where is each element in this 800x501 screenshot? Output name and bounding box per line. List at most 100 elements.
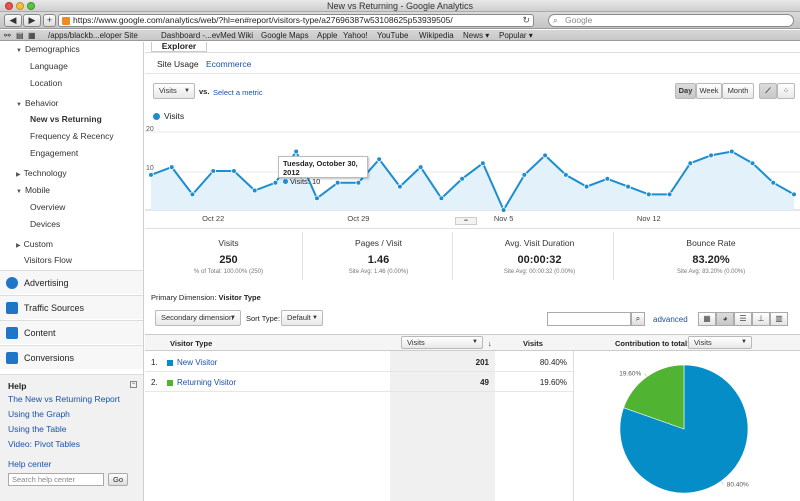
table-filter-input[interactable] <box>547 312 631 326</box>
nav-engagement[interactable]: Engagement <box>30 148 79 158</box>
table-view-icon[interactable]: ▦ <box>698 312 716 326</box>
sorted-column-shade <box>390 334 495 501</box>
search-field[interactable]: ⌕ Google <box>548 14 794 27</box>
secondary-dimension-value: Secondary dimension <box>161 313 234 322</box>
sort-arrow-icon[interactable]: ↓ <box>488 339 492 348</box>
help-link[interactable]: Using the Table <box>8 424 67 434</box>
period-week-button[interactable]: Week <box>696 83 722 99</box>
row-name[interactable]: Returning Visitor <box>177 378 236 387</box>
bookmarks-icon[interactable]: ▤ <box>16 31 24 40</box>
help-link[interactable]: Video: Pivot Tables <box>8 439 80 449</box>
nav-label: Technology <box>23 168 67 178</box>
back-button[interactable]: ◀ <box>4 14 22 27</box>
nav-demographics[interactable]: ▼ Demographics <box>16 44 80 54</box>
primary-dimension-value[interactable]: Visitor Type <box>218 293 261 302</box>
subtab-ecommerce[interactable]: Ecommerce <box>206 59 252 69</box>
nav-devices[interactable]: Devices <box>30 219 61 229</box>
nav-visitors-flow[interactable]: Visitors Flow <box>24 255 73 265</box>
visits-data-point <box>148 172 154 178</box>
section-label: Advertising <box>24 278 69 288</box>
period-day-button[interactable]: Day <box>675 83 696 99</box>
comparison-view-icon[interactable]: ⊥ <box>752 312 770 326</box>
row-name-cell[interactable]: New Visitor <box>167 353 217 372</box>
address-bar[interactable]: https://www.google.com/analytics/web/?hl… <box>58 14 534 27</box>
col-visits[interactable]: Visits <box>523 339 543 348</box>
nav-custom[interactable]: ▶ Custom <box>16 239 53 249</box>
chevron-down-icon: ▼ <box>230 315 236 321</box>
help-title: Help <box>8 381 27 391</box>
add-tab-button[interactable]: + <box>43 14 56 27</box>
top-sites-icon[interactable]: ▦ <box>28 31 36 40</box>
nav-overview[interactable]: Overview <box>30 202 66 212</box>
bookmark-item[interactable]: Google Maps <box>261 31 309 40</box>
table-row[interactable]: 1. New Visitor 201 80.40% <box>145 353 573 372</box>
bookmark-item[interactable]: /apps/blackb...eloper Site <box>48 31 138 40</box>
sort-type-select[interactable]: Default ▼ <box>281 310 323 326</box>
nav-behavior[interactable]: ▼ Behavior <box>16 98 59 108</box>
row-name[interactable]: New Visitor <box>177 358 218 367</box>
close-window-button[interactable] <box>5 2 13 10</box>
contribution-select[interactable]: Visits ▼ <box>688 336 752 349</box>
nav-frequency-recency[interactable]: Frequency & Recency <box>30 131 114 141</box>
reload-icon[interactable]: ↻ <box>522 15 530 25</box>
nav-location[interactable]: Location <box>30 78 63 88</box>
metric-select[interactable]: Visits ▼ <box>153 83 195 99</box>
tab-explorer[interactable]: Explorer <box>151 42 207 52</box>
col-visitor-type[interactable]: Visitor Type <box>170 339 213 348</box>
help-search-input[interactable]: Search help center <box>8 473 104 486</box>
advanced-filter-link[interactable]: advanced <box>653 315 688 324</box>
row-visits: 201 <box>475 358 489 367</box>
minimize-window-button[interactable] <box>16 2 24 10</box>
help-link[interactable]: Using the Graph <box>8 409 70 419</box>
period-month-button[interactable]: Month <box>722 83 754 99</box>
visits-data-point <box>168 164 175 170</box>
zoom-window-button[interactable] <box>27 2 35 10</box>
contribution-label: Contribution to total: <box>615 339 690 348</box>
visits-data-point <box>417 164 424 170</box>
row-number: 1. <box>151 358 158 367</box>
bookmark-item[interactable]: Wikipedia <box>419 31 454 40</box>
bookmark-item[interactable]: News ▾ <box>463 31 490 40</box>
subtab-site-usage[interactable]: Site Usage <box>157 59 199 69</box>
collapse-icon[interactable]: − <box>130 381 137 388</box>
series-color-swatch <box>167 359 173 366</box>
col-metric-select[interactable]: Visits ▼ <box>401 336 483 349</box>
performance-view-icon[interactable]: ☰ <box>734 312 752 326</box>
motion-chart-icon[interactable]: ⁘ <box>777 83 795 99</box>
metric-value: 250 <box>219 254 238 266</box>
bookmark-item[interactable]: Apple <box>317 31 338 40</box>
nav-technology[interactable]: ▶ Technology <box>16 168 67 178</box>
visits-data-point <box>563 172 569 178</box>
help-center-link[interactable]: Help center <box>8 459 52 469</box>
bookmark-item[interactable]: Yahoo! <box>343 31 368 40</box>
nav-language[interactable]: Language <box>30 61 68 71</box>
report-main: Explorer Site Usage Ecommerce Visits ▼ v… <box>145 42 800 501</box>
section-conversions[interactable]: Conversions <box>0 345 143 369</box>
tooltip-dot <box>283 179 288 184</box>
bookmark-item[interactable]: YouTube <box>377 31 409 40</box>
visits-area <box>151 151 794 210</box>
table-row[interactable]: 2. Returning Visitor 49 19.60% <box>145 373 573 392</box>
nav-mobile[interactable]: ▼ Mobile <box>16 185 50 195</box>
section-traffic-sources[interactable]: Traffic Sources <box>0 295 143 319</box>
tooltip-date: Tuesday, October 30, 2012 <box>283 159 358 177</box>
line-chart-icon[interactable]: ⟋ <box>759 83 777 99</box>
section-content[interactable]: Content <box>0 320 143 344</box>
bookmark-item[interactable]: Popular ▾ <box>499 31 533 40</box>
contribution-pie-chart[interactable]: 80.40% 19.60% <box>574 351 800 501</box>
section-advertising[interactable]: Advertising <box>0 270 143 294</box>
secondary-dimension-select[interactable]: Secondary dimension ▼ <box>155 310 241 326</box>
chart-resize-handle[interactable]: ═ <box>455 217 477 225</box>
nav-new-vs-returning[interactable]: New vs Returning <box>30 114 102 124</box>
reading-list-icon[interactable]: ⚯ <box>4 31 11 40</box>
pie-view-icon[interactable]: ◕ <box>716 312 734 326</box>
help-go-button[interactable]: Go <box>108 473 128 486</box>
pivot-view-icon[interactable]: ▥ <box>770 312 788 326</box>
forward-button[interactable]: ▶ <box>23 14 41 27</box>
search-icon[interactable]: ⌕ <box>631 312 645 326</box>
row-name-cell[interactable]: Returning Visitor <box>167 373 236 392</box>
help-link[interactable]: The New vs Returning Report <box>8 394 120 404</box>
visits-line-chart[interactable]: 10 20 Oct 22 Oct 29 Nov 5 Nov 12 <box>145 124 800 224</box>
select-metric-link[interactable]: Select a metric <box>213 88 263 97</box>
bookmark-item[interactable]: Dashboard -...evMed Wiki <box>161 31 254 40</box>
